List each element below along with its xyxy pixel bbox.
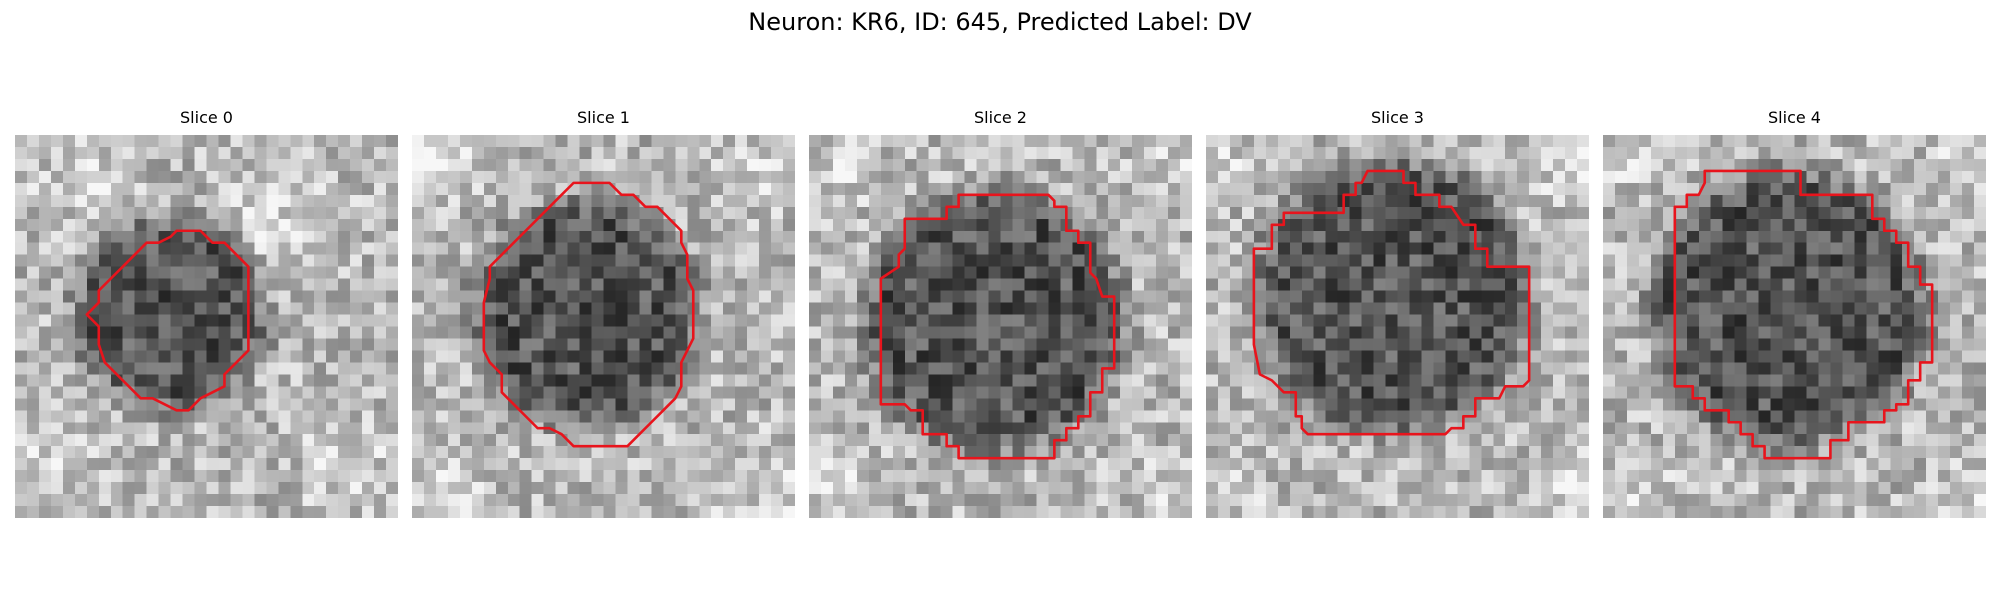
segmentation-contour: [809, 135, 1192, 518]
slice-image: [15, 135, 398, 518]
slice-title: Slice 3: [1371, 108, 1424, 127]
slice-title: Slice 1: [577, 108, 630, 127]
figure-title: Neuron: KR6, ID: 645, Predicted Label: D…: [748, 8, 1252, 36]
slice-image: [1206, 135, 1589, 518]
segmentation-contour: [15, 135, 398, 518]
slice-title: Slice 0: [180, 108, 233, 127]
segmentation-contour: [412, 135, 795, 518]
slice-image: [809, 135, 1192, 518]
slice-title: Slice 2: [974, 108, 1027, 127]
slice-image: [412, 135, 795, 518]
segmentation-contour: [1603, 135, 1986, 518]
slice-title: Slice 4: [1768, 108, 1821, 127]
slice-image: [1603, 135, 1986, 518]
segmentation-contour: [1206, 135, 1589, 518]
